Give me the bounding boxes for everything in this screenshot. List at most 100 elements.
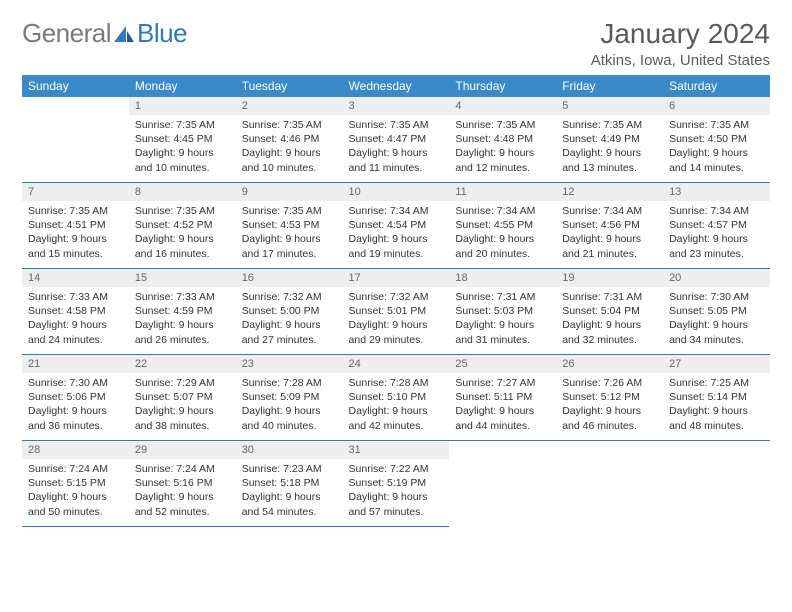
calendar-cell: 15Sunrise: 7:33 AMSunset: 4:59 PMDayligh… [129,269,236,355]
calendar-cell: 3Sunrise: 7:35 AMSunset: 4:47 PMDaylight… [343,97,450,183]
day-number: 14 [22,269,129,287]
day-number: 7 [22,183,129,201]
day-number: 5 [556,97,663,115]
calendar-cell: 26Sunrise: 7:26 AMSunset: 5:12 PMDayligh… [556,355,663,441]
calendar-cell [22,97,129,183]
day-data: Sunrise: 7:28 AMSunset: 5:10 PMDaylight:… [343,373,450,439]
day-number: 3 [343,97,450,115]
calendar-cell: 16Sunrise: 7:32 AMSunset: 5:00 PMDayligh… [236,269,343,355]
day-data: Sunrise: 7:35 AMSunset: 4:52 PMDaylight:… [129,201,236,267]
day-number: 25 [449,355,556,373]
logo: General Blue [22,18,187,49]
day-data: Sunrise: 7:30 AMSunset: 5:06 PMDaylight:… [22,373,129,439]
day-data: Sunrise: 7:25 AMSunset: 5:14 PMDaylight:… [663,373,770,439]
weekday-header: Friday [556,75,663,97]
day-data: Sunrise: 7:34 AMSunset: 4:55 PMDaylight:… [449,201,556,267]
weekday-header: Thursday [449,75,556,97]
day-data: Sunrise: 7:35 AMSunset: 4:53 PMDaylight:… [236,201,343,267]
calendar-table: SundayMondayTuesdayWednesdayThursdayFrid… [22,75,770,527]
day-number: 4 [449,97,556,115]
day-data: Sunrise: 7:26 AMSunset: 5:12 PMDaylight:… [556,373,663,439]
page-header: General Blue January 2024 Atkins, Iowa, … [22,18,770,69]
day-number: 17 [343,269,450,287]
day-data: Sunrise: 7:35 AMSunset: 4:46 PMDaylight:… [236,115,343,181]
day-number: 9 [236,183,343,201]
day-data: Sunrise: 7:23 AMSunset: 5:18 PMDaylight:… [236,459,343,525]
calendar-cell: 24Sunrise: 7:28 AMSunset: 5:10 PMDayligh… [343,355,450,441]
logo-text-general: General [22,18,111,49]
day-data: Sunrise: 7:32 AMSunset: 5:00 PMDaylight:… [236,287,343,353]
day-data: Sunrise: 7:28 AMSunset: 5:09 PMDaylight:… [236,373,343,439]
day-number: 16 [236,269,343,287]
calendar-cell: 12Sunrise: 7:34 AMSunset: 4:56 PMDayligh… [556,183,663,269]
day-number: 19 [556,269,663,287]
day-number: 13 [663,183,770,201]
logo-text-blue: Blue [137,18,187,49]
weekday-header: Wednesday [343,75,450,97]
calendar-cell: 18Sunrise: 7:31 AMSunset: 5:03 PMDayligh… [449,269,556,355]
day-number: 6 [663,97,770,115]
calendar-body: 1Sunrise: 7:35 AMSunset: 4:45 PMDaylight… [22,97,770,527]
calendar-cell: 27Sunrise: 7:25 AMSunset: 5:14 PMDayligh… [663,355,770,441]
day-number: 22 [129,355,236,373]
calendar-cell: 19Sunrise: 7:31 AMSunset: 5:04 PMDayligh… [556,269,663,355]
day-data: Sunrise: 7:35 AMSunset: 4:50 PMDaylight:… [663,115,770,181]
day-data: Sunrise: 7:35 AMSunset: 4:49 PMDaylight:… [556,115,663,181]
calendar-cell: 7Sunrise: 7:35 AMSunset: 4:51 PMDaylight… [22,183,129,269]
day-data: Sunrise: 7:31 AMSunset: 5:03 PMDaylight:… [449,287,556,353]
day-data: Sunrise: 7:30 AMSunset: 5:05 PMDaylight:… [663,287,770,353]
day-number: 24 [343,355,450,373]
day-number: 12 [556,183,663,201]
calendar-cell: 13Sunrise: 7:34 AMSunset: 4:57 PMDayligh… [663,183,770,269]
day-data: Sunrise: 7:34 AMSunset: 4:57 PMDaylight:… [663,201,770,267]
month-title: January 2024 [591,18,770,50]
day-number: 27 [663,355,770,373]
location: Atkins, Iowa, United States [591,52,770,69]
calendar-cell: 25Sunrise: 7:27 AMSunset: 5:11 PMDayligh… [449,355,556,441]
day-data: Sunrise: 7:32 AMSunset: 5:01 PMDaylight:… [343,287,450,353]
calendar-cell: 8Sunrise: 7:35 AMSunset: 4:52 PMDaylight… [129,183,236,269]
weekday-header: Monday [129,75,236,97]
day-number: 30 [236,441,343,459]
calendar-cell: 2Sunrise: 7:35 AMSunset: 4:46 PMDaylight… [236,97,343,183]
calendar-cell [449,441,556,527]
calendar-cell: 5Sunrise: 7:35 AMSunset: 4:49 PMDaylight… [556,97,663,183]
calendar-cell: 21Sunrise: 7:30 AMSunset: 5:06 PMDayligh… [22,355,129,441]
calendar-cell: 23Sunrise: 7:28 AMSunset: 5:09 PMDayligh… [236,355,343,441]
calendar-cell: 28Sunrise: 7:24 AMSunset: 5:15 PMDayligh… [22,441,129,527]
calendar-cell: 31Sunrise: 7:22 AMSunset: 5:19 PMDayligh… [343,441,450,527]
day-number: 8 [129,183,236,201]
day-data: Sunrise: 7:22 AMSunset: 5:19 PMDaylight:… [343,459,450,525]
logo-sail-icon [113,25,135,43]
title-block: January 2024 Atkins, Iowa, United States [591,18,770,69]
day-data: Sunrise: 7:31 AMSunset: 5:04 PMDaylight:… [556,287,663,353]
day-data: Sunrise: 7:27 AMSunset: 5:11 PMDaylight:… [449,373,556,439]
calendar-cell: 30Sunrise: 7:23 AMSunset: 5:18 PMDayligh… [236,441,343,527]
calendar-cell: 29Sunrise: 7:24 AMSunset: 5:16 PMDayligh… [129,441,236,527]
calendar-cell: 17Sunrise: 7:32 AMSunset: 5:01 PMDayligh… [343,269,450,355]
weekday-header: Saturday [663,75,770,97]
day-data: Sunrise: 7:29 AMSunset: 5:07 PMDaylight:… [129,373,236,439]
calendar-cell: 10Sunrise: 7:34 AMSunset: 4:54 PMDayligh… [343,183,450,269]
day-data: Sunrise: 7:35 AMSunset: 4:48 PMDaylight:… [449,115,556,181]
day-data: Sunrise: 7:24 AMSunset: 5:15 PMDaylight:… [22,459,129,525]
day-number: 18 [449,269,556,287]
calendar-cell: 11Sunrise: 7:34 AMSunset: 4:55 PMDayligh… [449,183,556,269]
calendar-header-row: SundayMondayTuesdayWednesdayThursdayFrid… [22,75,770,97]
weekday-header: Tuesday [236,75,343,97]
day-data: Sunrise: 7:33 AMSunset: 4:58 PMDaylight:… [22,287,129,353]
day-data: Sunrise: 7:34 AMSunset: 4:54 PMDaylight:… [343,201,450,267]
calendar-cell: 14Sunrise: 7:33 AMSunset: 4:58 PMDayligh… [22,269,129,355]
day-data: Sunrise: 7:35 AMSunset: 4:45 PMDaylight:… [129,115,236,181]
day-data: Sunrise: 7:35 AMSunset: 4:47 PMDaylight:… [343,115,450,181]
calendar-cell: 9Sunrise: 7:35 AMSunset: 4:53 PMDaylight… [236,183,343,269]
day-number: 31 [343,441,450,459]
day-data: Sunrise: 7:34 AMSunset: 4:56 PMDaylight:… [556,201,663,267]
calendar-cell: 20Sunrise: 7:30 AMSunset: 5:05 PMDayligh… [663,269,770,355]
day-data: Sunrise: 7:33 AMSunset: 4:59 PMDaylight:… [129,287,236,353]
weekday-header: Sunday [22,75,129,97]
day-number: 20 [663,269,770,287]
day-number: 23 [236,355,343,373]
calendar-cell [663,441,770,527]
day-number: 28 [22,441,129,459]
